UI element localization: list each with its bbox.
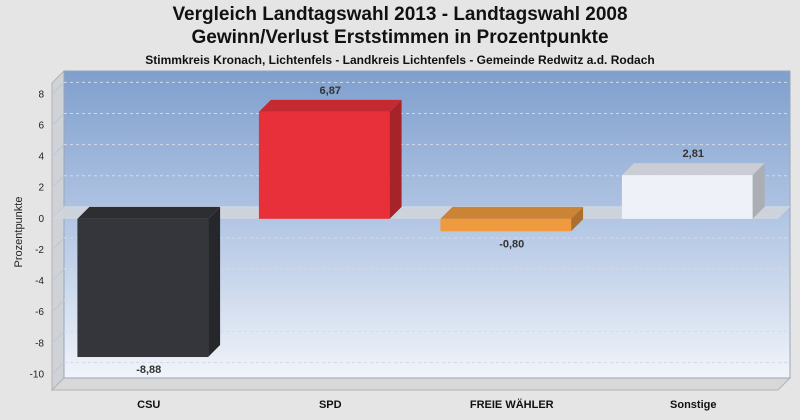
bar-freie-wähler	[440, 218, 572, 232]
x-tick-label: FREIE WÄHLER	[470, 398, 554, 411]
bar-side-2	[389, 99, 402, 219]
y-tick-label: 4	[38, 152, 44, 163]
y-axis-label: Prozentpunkte	[13, 197, 25, 268]
gridline-depth	[51, 362, 65, 375]
data-label: -0,80	[499, 238, 524, 250]
bar-side-1	[208, 206, 221, 358]
y-tick-label: 6	[38, 120, 44, 131]
x-tick-label: SPD	[319, 399, 342, 411]
chart-title-line1: Vergleich Landtagswahl 2013 - Landtagswa…	[172, 4, 628, 25]
bar-top-2	[258, 99, 402, 112]
x-tick-label: Sonstige	[670, 399, 716, 411]
data-label: 2,81	[683, 148, 704, 160]
y-tick-label: -6	[35, 307, 44, 318]
bar-top-4	[621, 163, 765, 176]
data-label: -8,88	[136, 364, 161, 376]
bar-sonstige	[621, 175, 753, 219]
gridline-depth	[51, 113, 65, 126]
bar-side-4	[752, 163, 765, 219]
gridline-depth	[51, 299, 65, 313]
gridline-depth	[51, 330, 65, 344]
chart-title-line2: Gewinn/Verlust Erststimmen in Prozentpun…	[191, 27, 609, 48]
y-tick-label: 2	[38, 183, 44, 194]
y-tick-label: -8	[35, 338, 44, 349]
zero-plane	[52, 206, 790, 219]
plot-floor	[50, 377, 792, 391]
gridline-depth	[51, 237, 65, 251]
y-tick-label: 8	[38, 89, 44, 100]
gridline-depth	[51, 81, 65, 95]
gridline-depth	[51, 175, 65, 189]
bar-top-1	[77, 206, 221, 219]
bar-spd	[258, 111, 390, 219]
bar-csu	[77, 218, 209, 358]
y-tick-label: -10	[30, 369, 45, 380]
bar-top-3	[440, 206, 584, 219]
y-tick-label: 0	[38, 214, 44, 225]
gridline-depth	[51, 268, 65, 282]
bar-side-3	[571, 206, 584, 232]
y-tick-label: -4	[35, 276, 44, 287]
chart-subtitle: Stimmkreis Kronach, Lichtenfels - Landkr…	[145, 53, 655, 67]
y-tick-label: -2	[35, 245, 44, 256]
data-label: 6,87	[320, 85, 341, 97]
gridline-depth	[51, 144, 65, 157]
x-tick-label: CSU	[137, 399, 160, 411]
